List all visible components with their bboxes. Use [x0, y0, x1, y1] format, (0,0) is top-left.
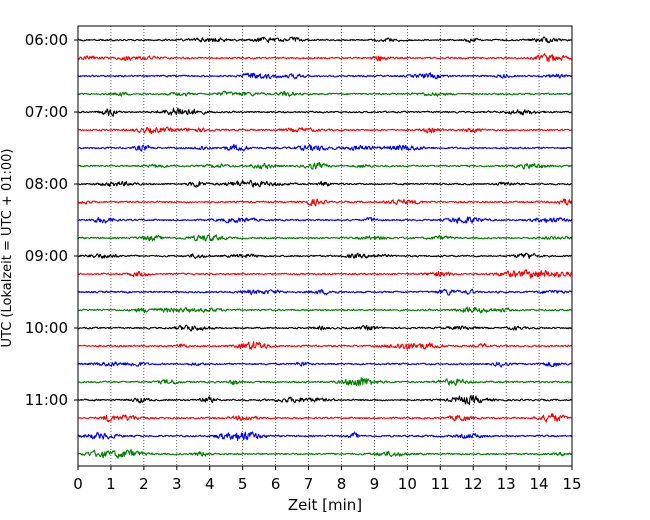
trace-line [77, 341, 573, 350]
y-tick-label: 09:00 [25, 247, 68, 265]
trace-line [77, 431, 573, 442]
x-tick-label: 14 [530, 475, 549, 493]
trace-line [77, 126, 573, 134]
x-tick-label: 13 [497, 475, 516, 493]
trace-line [77, 90, 573, 97]
y-axis-label: UTC (Lokalzeit = UTC + 01:00) [0, 149, 15, 348]
plot-area [78, 26, 572, 466]
grid-lines [110, 26, 540, 466]
trace-line [77, 324, 573, 332]
x-tick-label: 5 [238, 475, 248, 493]
trace-line [77, 216, 573, 224]
trace-line [77, 377, 573, 387]
trace-line [77, 394, 573, 406]
x-tick-label: 4 [205, 475, 215, 493]
x-tick-label: 12 [464, 475, 483, 493]
x-tick-label: 0 [73, 475, 83, 493]
trace-line [77, 72, 573, 80]
y-tick-label: 10:00 [25, 319, 68, 337]
trace-line [77, 234, 573, 242]
trace-line [77, 162, 573, 170]
y-tick-label: 11:00 [25, 391, 68, 409]
trace-line [77, 107, 573, 117]
x-tick-label: 9 [370, 475, 380, 493]
x-tick-label: 3 [172, 475, 182, 493]
plot-frame [77, 25, 573, 467]
x-axis-label: Zeit [min] [288, 496, 362, 514]
x-tick-label: 1 [106, 475, 116, 493]
x-tick-label: 6 [271, 475, 281, 493]
y-tick-label: 06:00 [25, 31, 68, 49]
y-tick-label: 08:00 [25, 175, 68, 193]
trace-line [77, 143, 573, 152]
trace-line [77, 252, 573, 259]
x-axis-ticks: 0 1 2 3 4 5 6 7 8 9 10 11 12 13 14 15 [73, 466, 582, 493]
x-tick-label: 15 [562, 475, 581, 493]
seismic-traces [77, 36, 573, 459]
x-tick-label: 11 [431, 475, 450, 493]
trace-line [77, 361, 573, 368]
trace-line [77, 306, 573, 314]
x-tick-label: 10 [398, 475, 417, 493]
trace-line [77, 269, 573, 279]
x-tick-label: 8 [337, 475, 347, 493]
trace-line [77, 449, 573, 459]
trace-line [77, 288, 573, 296]
trace-line [77, 36, 573, 44]
y-axis-ticks: 06:00 07:00 08:00 09:00 10:00 11:00 [25, 31, 78, 409]
trace-line [77, 198, 573, 207]
x-tick-label: 2 [139, 475, 149, 493]
x-tick-label: 7 [304, 475, 314, 493]
trace-line [77, 413, 573, 423]
trace-line [77, 53, 573, 63]
y-tick-label: 07:00 [25, 103, 68, 121]
trace-line [77, 179, 573, 188]
